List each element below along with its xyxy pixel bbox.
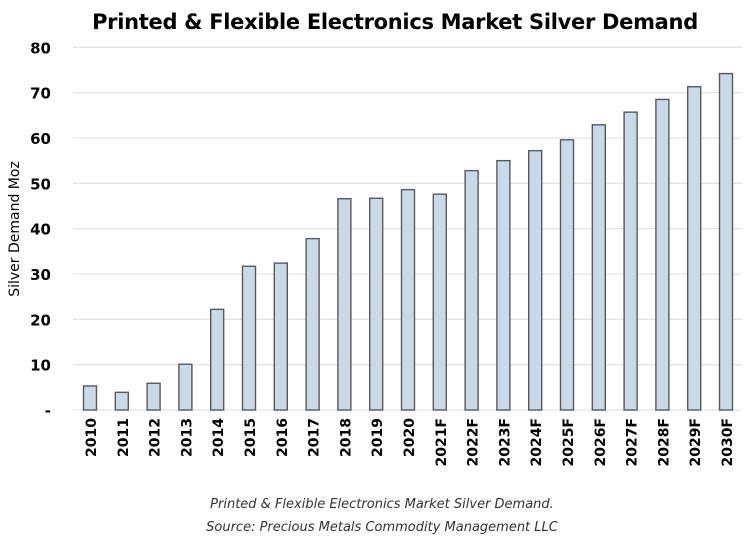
x-tick-label: 2029F (688, 418, 704, 467)
caption-line-1: Printed & Flexible Electronics Market Si… (210, 497, 554, 512)
bar-2014 (209, 308, 225, 411)
x-tick-label: 2018 (338, 418, 354, 457)
x-tick-label: 2028F (656, 418, 672, 467)
y-tick-label: - (45, 402, 51, 420)
bar-2025F (559, 139, 575, 411)
y-tick-label: 20 (30, 311, 51, 329)
x-tick-label: 2015 (243, 418, 259, 457)
y-tick-label: 40 (30, 221, 51, 239)
y-axis-label: Silver Demand Moz (7, 161, 23, 297)
y-tick-label: 80 (30, 39, 51, 57)
y-tick-label: 70 (30, 85, 51, 103)
x-tick-label: 2026F (593, 418, 609, 467)
x-tick-label: 2020 (402, 418, 418, 457)
bar-2012 (146, 382, 161, 411)
x-tick-label: 2030F (720, 418, 736, 467)
bar-2027F (623, 111, 638, 411)
bar-2017 (305, 237, 320, 411)
x-tick-label: 2023F (497, 418, 513, 467)
x-tick-label: 2022F (466, 418, 482, 467)
bar-2020 (400, 188, 416, 411)
bar-2022F (464, 169, 479, 411)
bar-2016 (273, 262, 288, 411)
x-tick-label: 2024F (529, 418, 545, 467)
x-tick-label: 2013 (179, 418, 195, 457)
y-tick-label: 50 (30, 175, 51, 193)
bar-2021F (432, 193, 447, 411)
x-tick-label: 2027F (625, 418, 641, 467)
bar-2023F (496, 159, 511, 411)
bar-2024F (528, 149, 543, 411)
bars (82, 72, 734, 411)
y-tick-label: 30 (30, 266, 51, 284)
x-tick-label: 2019 (370, 418, 386, 457)
bar-2010 (82, 385, 98, 411)
x-tick-label: 2010 (84, 418, 100, 457)
x-tick-label: 2021F (434, 418, 450, 467)
x-tick-label: 2014 (211, 418, 227, 457)
bar-2026F (591, 124, 606, 411)
y-tick-label: 60 (30, 130, 51, 148)
x-tick-label: 2012 (148, 418, 164, 457)
y-axis-ticks: - 10 20 30 40 50 60 70 80 (30, 39, 51, 420)
bar-2018 (337, 198, 352, 411)
caption-source: Source: Precious Metals Commodity Manage… (206, 520, 558, 535)
bar-2029F (687, 86, 702, 411)
bar-2030F (718, 72, 734, 411)
x-tick-label: 2016 (275, 418, 291, 457)
bar-2015 (241, 265, 257, 411)
x-tick-label: 2017 (307, 418, 323, 457)
bar-2011 (114, 391, 130, 411)
bar-2013 (178, 363, 193, 411)
bar-2028F (655, 98, 670, 411)
chart-title: Printed & Flexible Electronics Market Si… (92, 10, 698, 34)
x-axis-ticks: 2010 2011 2012 2013 2014 2015 2016 2017 2018 2019… (84, 418, 736, 467)
x-tick-label: 2011 (116, 418, 132, 457)
x-tick-label: 2025F (561, 418, 577, 467)
bar-2019 (369, 197, 384, 411)
y-tick-label: 10 (30, 357, 51, 375)
